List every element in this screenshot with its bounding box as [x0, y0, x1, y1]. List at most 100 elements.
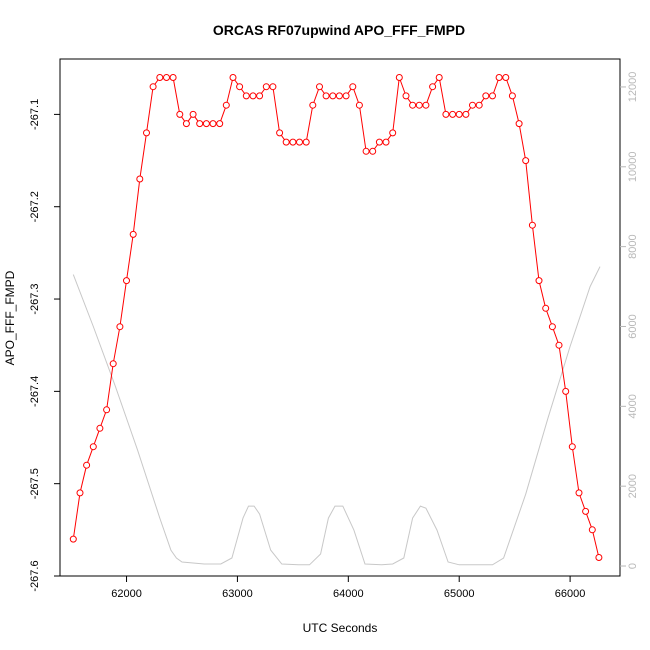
x-tick-label: 66000 [555, 588, 586, 600]
data-point [83, 461, 91, 469]
data-point [302, 138, 310, 146]
data-point [289, 138, 297, 146]
data-point [163, 74, 170, 81]
y-tick-label: -267.1 [29, 99, 41, 130]
data-point [89, 443, 97, 451]
plot-frame [59, 58, 621, 577]
data-point [588, 526, 596, 534]
data-point [216, 120, 224, 128]
data-point [229, 74, 237, 81]
data-point [103, 406, 111, 414]
data-point [595, 554, 603, 561]
data-point [96, 424, 104, 432]
data-point [123, 277, 130, 285]
data-point [522, 157, 530, 165]
data-point [542, 304, 550, 312]
data-point [389, 129, 397, 137]
altitude-series-line [72, 266, 601, 566]
data-point [535, 277, 543, 285]
data-point [582, 507, 590, 515]
data-point [149, 83, 157, 91]
data-point [508, 92, 516, 100]
y-axis-label: APO_FFF_FMPD [3, 270, 17, 365]
data-point [422, 101, 430, 109]
data-point [355, 101, 363, 109]
data-point [209, 120, 217, 128]
data-point [282, 138, 290, 146]
x-axis: 62000 63000 64000 65000 66000 [111, 576, 585, 600]
data-point [495, 74, 503, 81]
data-point [449, 110, 457, 118]
x-tick-label: 62000 [111, 588, 142, 600]
data-point [489, 92, 496, 100]
data-point [402, 92, 410, 100]
data-point [329, 92, 337, 100]
data-point [469, 101, 476, 109]
data-point [568, 443, 576, 451]
data-point [182, 120, 190, 128]
data-point [296, 138, 303, 146]
right-tick-label: 8000 [627, 234, 639, 258]
right-tick-label: 2000 [627, 474, 639, 498]
right-tick-label: 6000 [627, 314, 639, 338]
data-point [462, 110, 470, 118]
data-point [382, 138, 390, 146]
data-point [196, 120, 204, 128]
data-point [116, 323, 124, 331]
data-point [189, 110, 197, 118]
data-point [69, 535, 77, 543]
data-point [548, 323, 556, 331]
data-point [555, 341, 563, 349]
apo-series-line [72, 76, 600, 558]
data-point [269, 83, 277, 91]
data-point [129, 230, 137, 238]
y-tick-label: -267.2 [29, 191, 41, 222]
data-point [362, 147, 370, 155]
apo-series-points [69, 74, 603, 561]
data-point [309, 101, 317, 109]
data-point [429, 83, 437, 91]
data-point [455, 110, 463, 118]
data-point [502, 74, 510, 81]
data-point [109, 360, 117, 368]
data-point [409, 101, 417, 109]
data-point [202, 120, 210, 128]
right-tick-label: 10000 [627, 151, 639, 182]
data-point [482, 92, 490, 100]
data-point [176, 110, 184, 118]
x-tick-label: 64000 [333, 588, 364, 600]
right-axis: 0 2000 4000 6000 8000 10000 12000 [620, 72, 639, 569]
x-tick-label: 63000 [222, 588, 253, 600]
data-point [415, 101, 423, 109]
data-point [169, 74, 177, 81]
data-point [249, 92, 257, 100]
y-tick-label: -267.4 [29, 376, 41, 407]
data-point [575, 489, 583, 497]
data-point [236, 83, 244, 91]
data-point [528, 221, 536, 229]
chart-title: ORCAS RF07upwind APO_FFF_FMPD [213, 22, 465, 38]
data-point [262, 83, 270, 91]
x-tick-label: 65000 [444, 588, 475, 600]
y-tick-label: -267.6 [29, 560, 41, 591]
data-point [242, 92, 250, 100]
data-point [322, 92, 330, 100]
y-axis: -267.6 -267.5 -267.4 -267.3 -267.2 -267.1 [29, 99, 60, 592]
data-point [442, 110, 450, 118]
data-point [256, 92, 264, 100]
data-point [375, 138, 383, 146]
data-point [276, 129, 284, 137]
data-point [342, 92, 350, 100]
right-tick-label: 0 [627, 563, 639, 569]
data-point [475, 101, 483, 109]
data-point [349, 83, 357, 91]
data-point [435, 74, 443, 81]
data-point [143, 129, 150, 137]
data-point [335, 92, 343, 100]
data-point [395, 74, 403, 81]
data-point [156, 74, 164, 81]
data-point [562, 387, 570, 395]
right-tick-label: 4000 [627, 394, 639, 418]
x-axis-label: UTC Seconds [303, 621, 378, 635]
